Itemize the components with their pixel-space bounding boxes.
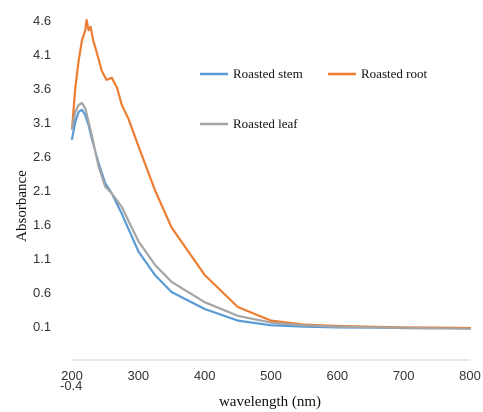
legend-label-roasted-leaf: Roasted leaf	[233, 116, 298, 131]
y-axis-title-group: Absorbance	[14, 170, 30, 242]
legend-label-roasted-stem: Roasted stem	[233, 66, 303, 81]
y-tick-label: 2.6	[33, 149, 51, 164]
y-tick-label: 0.1	[33, 319, 51, 334]
y-tick-label: 4.6	[33, 13, 51, 28]
legend-label-roasted-root: Roasted root	[361, 66, 427, 81]
x-tick-label: 800	[459, 368, 481, 383]
x-axis-title: wavelength (nm)	[219, 394, 321, 410]
x-tick-label: 400	[194, 368, 216, 383]
y-tick-label: 0.6	[33, 285, 51, 300]
x-tick-label: 300	[127, 368, 149, 383]
y-tick-label: 3.1	[33, 115, 51, 130]
x-tick-label: 500	[260, 368, 282, 383]
y-tick-label: 1.1	[33, 251, 51, 266]
y-axis-title: Absorbance	[14, 170, 30, 242]
series-line-roasted-stem	[70, 108, 472, 330]
y-tick-label: 1.6	[33, 217, 51, 232]
x-tick-label: 200	[61, 368, 83, 383]
legend: Roasted stem Roasted root Roasted leaf	[200, 66, 427, 131]
x-tick-label: 700	[393, 368, 415, 383]
y-tick-label: 2.1	[33, 183, 51, 198]
x-tick-label: 600	[326, 368, 348, 383]
tick-labels: 200 300 400 500 600 700 800 4.6 4.1 3.6 3.1 2.6 2.1 1…	[33, 13, 481, 393]
series-line-roasted-leaf	[70, 101, 472, 330]
series-lines	[70, 18, 472, 330]
series-line-roasted-root	[70, 18, 472, 330]
y-tick-label: 3.6	[33, 81, 51, 96]
y-tick-label: -0.4	[60, 378, 82, 393]
y-tick-label: 4.1	[33, 47, 51, 62]
